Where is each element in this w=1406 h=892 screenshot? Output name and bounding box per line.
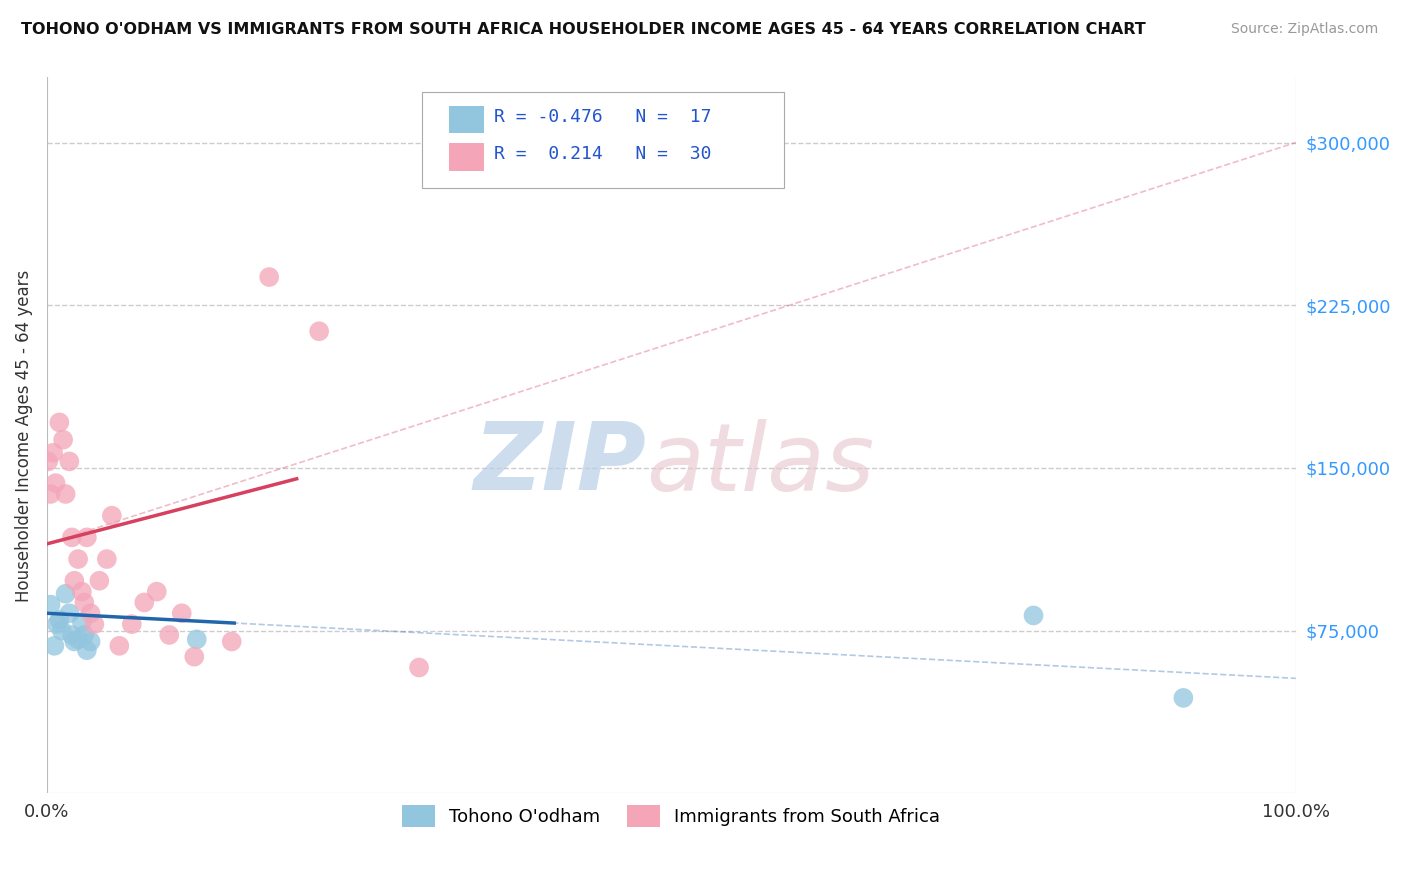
Point — [70, 615, 93, 629]
Point — [37, 454, 59, 468]
Point — [44, 639, 66, 653]
Point — [157, 628, 180, 642]
Point — [67, 552, 90, 566]
Point — [42, 446, 65, 460]
Point — [108, 639, 131, 653]
Point — [58, 454, 80, 468]
Point — [76, 643, 98, 657]
Point — [170, 607, 193, 621]
FancyBboxPatch shape — [449, 144, 484, 170]
Point — [79, 607, 101, 621]
Point — [73, 628, 96, 642]
Text: ZIP: ZIP — [474, 418, 647, 510]
Point — [408, 660, 430, 674]
Point — [55, 487, 77, 501]
Point — [221, 634, 243, 648]
Point — [63, 634, 86, 648]
Point — [48, 416, 70, 430]
Text: R =  0.214   N =  30: R = 0.214 N = 30 — [494, 145, 711, 163]
Legend: Tohono O'odham, Immigrants from South Africa: Tohono O'odham, Immigrants from South Af… — [395, 798, 948, 834]
Point — [45, 617, 67, 632]
Point — [73, 595, 96, 609]
Point — [55, 587, 77, 601]
Point — [89, 574, 111, 588]
FancyBboxPatch shape — [449, 106, 484, 133]
Y-axis label: Householder Income Ages 45 - 64 years: Householder Income Ages 45 - 64 years — [15, 269, 32, 601]
Point — [257, 270, 280, 285]
Point — [308, 324, 330, 338]
Text: atlas: atlas — [647, 418, 875, 509]
Point — [67, 632, 90, 647]
Point — [45, 476, 67, 491]
Point — [60, 530, 83, 544]
Point — [48, 613, 70, 627]
Point — [146, 584, 169, 599]
Point — [1173, 690, 1195, 705]
Point — [83, 617, 105, 632]
Point — [96, 552, 118, 566]
Point — [183, 649, 205, 664]
Point — [121, 617, 143, 632]
Point — [79, 634, 101, 648]
FancyBboxPatch shape — [422, 92, 783, 188]
Point — [39, 598, 62, 612]
Point — [76, 530, 98, 544]
Point — [52, 433, 75, 447]
Point — [1022, 608, 1045, 623]
Point — [51, 624, 73, 638]
Point — [134, 595, 156, 609]
Point — [101, 508, 124, 523]
Point — [70, 584, 93, 599]
Point — [39, 487, 62, 501]
Point — [63, 574, 86, 588]
Text: TOHONO O'ODHAM VS IMMIGRANTS FROM SOUTH AFRICA HOUSEHOLDER INCOME AGES 45 - 64 Y: TOHONO O'ODHAM VS IMMIGRANTS FROM SOUTH … — [21, 22, 1146, 37]
Point — [60, 628, 83, 642]
Point — [186, 632, 208, 647]
Text: R = -0.476   N =  17: R = -0.476 N = 17 — [494, 108, 711, 126]
Text: Source: ZipAtlas.com: Source: ZipAtlas.com — [1230, 22, 1378, 37]
Point — [58, 607, 80, 621]
